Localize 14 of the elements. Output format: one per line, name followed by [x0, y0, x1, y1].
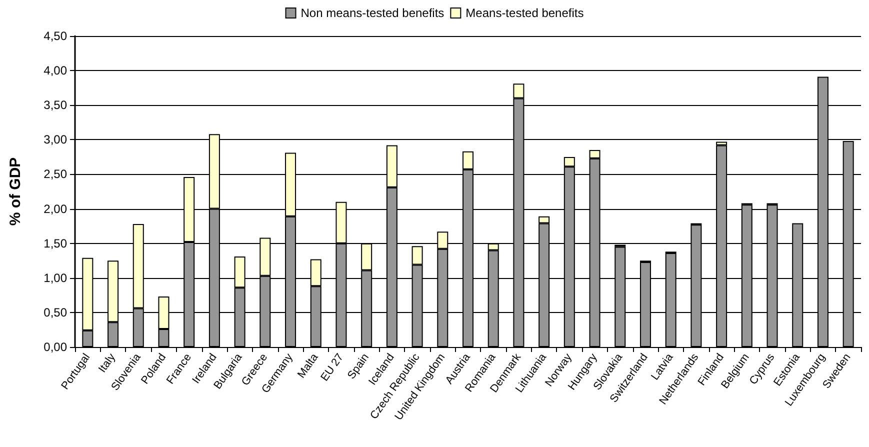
y-tick-label: 3,00 — [44, 132, 68, 147]
legend-label: Means-tested benefits — [466, 6, 584, 20]
y-tick-label: 1,00 — [44, 270, 68, 285]
legend-label: Non means-tested benefits — [300, 6, 444, 20]
y-tick-label: 0,50 — [44, 305, 68, 320]
y-tick-label: 2,00 — [44, 202, 68, 216]
y-tick-label: 3,50 — [44, 98, 68, 112]
y-tick-label: 4,50 — [44, 29, 68, 43]
y-tick-label: 4,00 — [44, 64, 68, 78]
y-tick-label: 2,50 — [44, 167, 68, 182]
y-tick-label: 1,50 — [44, 236, 68, 250]
y-axis-title: % of GDP — [7, 157, 24, 226]
y-tick-label: 0,00 — [44, 340, 68, 354]
x-tick-label: EU 27 — [318, 352, 346, 384]
